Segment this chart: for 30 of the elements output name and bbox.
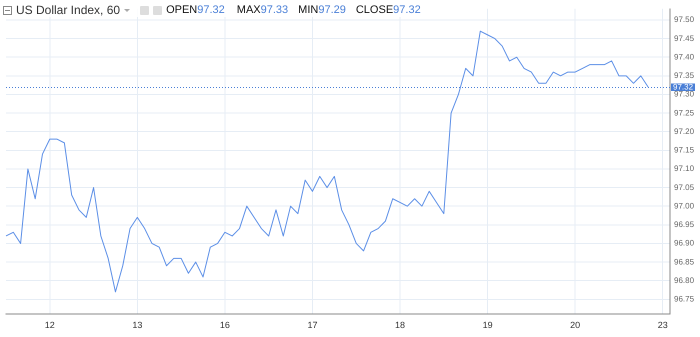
y-tick-label: 97.15: [674, 146, 695, 155]
y-tick-label: 97.05: [674, 182, 695, 192]
x-tick-label: 19: [482, 320, 493, 330]
x-tick-label: 23: [658, 320, 668, 330]
y-tick-label: 97.35: [674, 71, 695, 80]
y-tick-label: 96.75: [674, 294, 695, 304]
y-tick-label: 97.00: [674, 201, 695, 210]
annotation: CLOSE97.32: [356, 4, 421, 16]
y-tick-label: 97.25: [674, 108, 695, 118]
x-tick-label: 20: [570, 320, 580, 330]
x-tick-label: 13: [132, 320, 142, 330]
x-tick-label: 12: [44, 320, 55, 330]
y-tick-label: 96.85: [674, 257, 695, 266]
y-tick-label: 97.20: [674, 126, 695, 136]
y-tick-label: 97.45: [674, 34, 695, 43]
y-tick-label: 96.95: [674, 220, 695, 230]
x-tick-label: 16: [220, 320, 230, 330]
y-tick-label: 96.90: [674, 238, 695, 248]
annotation: OPEN97.32: [166, 4, 225, 16]
y-tick-label: 97.50: [674, 15, 695, 24]
y-tick-label: 97.30: [674, 90, 695, 99]
annotation: MIN97.29: [298, 4, 346, 16]
annotation: MAX97.33: [236, 4, 288, 16]
y-tick-label: 96.80: [674, 276, 695, 285]
ref-line-label: 97.32: [673, 82, 694, 92]
chart-title: US Dollar Index, 60: [16, 3, 120, 17]
x-tick-label: 17: [307, 320, 318, 330]
y-tick-label: 97.40: [674, 52, 695, 62]
y-tick-label: 97.10: [674, 164, 695, 174]
x-tick-label: 18: [395, 320, 406, 330]
